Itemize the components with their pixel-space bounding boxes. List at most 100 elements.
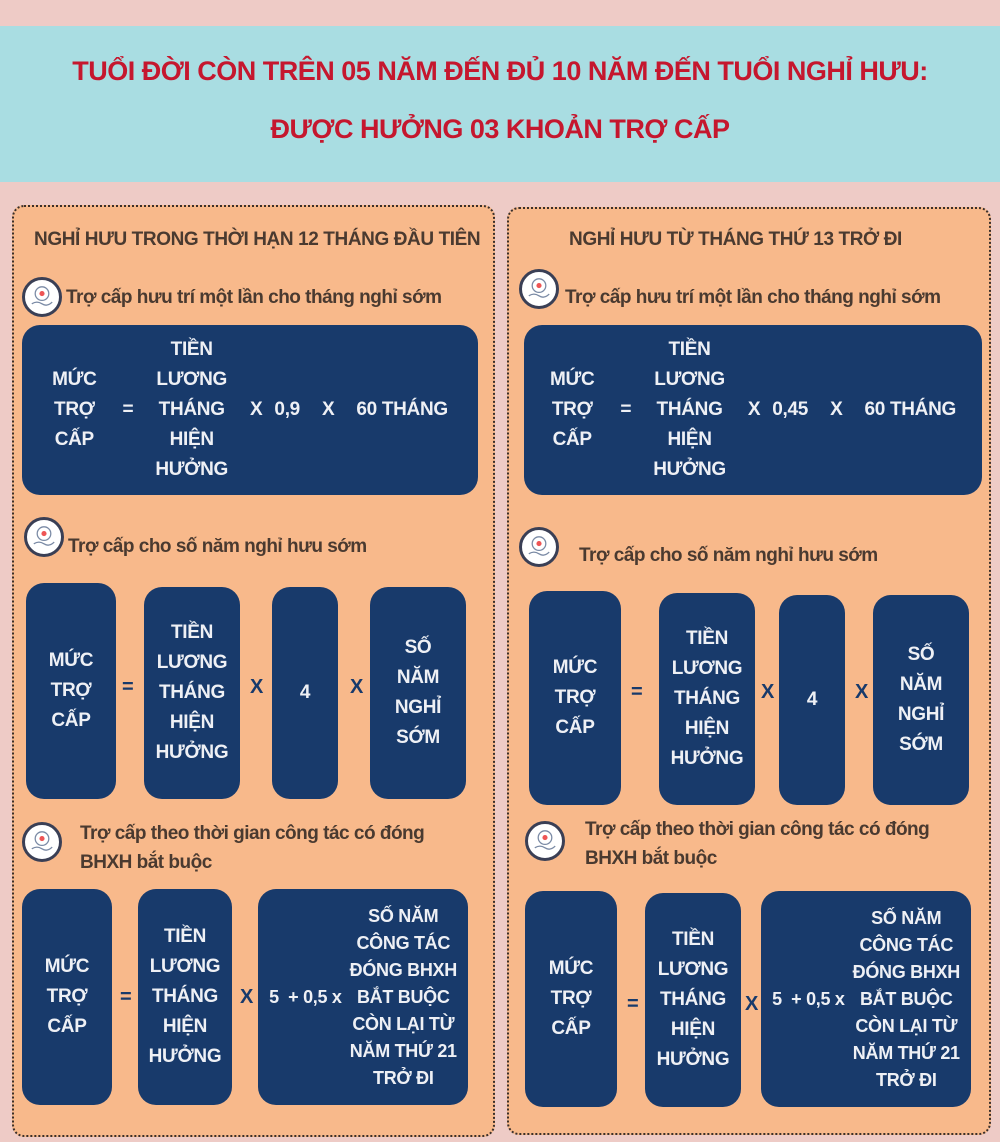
times-sign: X [321,399,335,420]
times-sign: X [855,681,869,703]
equals-sign: = [120,986,132,1008]
text: TRỢ [551,399,593,420]
text: NĂM [899,674,943,695]
panel-1: NGHỈ HƯU TRONG THỜI HẠN 12 THÁNG ĐẦU TIÊ… [12,205,495,1137]
formula-1-box: MỨC TRỢ CẤP = TIỀN LƯƠNG THÁNG HIỆN HƯỞNG X 0,… [524,325,982,495]
text: MỨC [548,958,594,979]
text: NGHỈ [897,704,945,725]
text: CẤP [555,717,595,738]
text: TRỞ ĐI [373,1067,434,1088]
times-sign: X [250,399,263,420]
panel-heading: NGHỈ HƯU TRONG THỜI HẠN 12 THÁNG ĐẦU TIÊ… [34,229,481,250]
text: HƯỞNG [653,459,726,480]
section-3-title: Trợ cấp theo thời gian công tác có đóng B… [585,815,930,873]
text: MỨC [52,369,97,390]
text: BHXH bắt buộc [585,848,717,869]
formula-3-salary-box: TIỀN LƯƠNG THÁNG HIỆN HƯỞNG [138,889,232,1105]
text: LƯƠNG [654,369,725,390]
equals-sign: = [627,993,639,1015]
text: TRỢ [46,986,88,1007]
text: THÁNG [158,399,225,420]
text: MỨC [48,650,94,671]
text: MỨC [552,657,598,678]
text: LƯƠNG [671,658,743,679]
text: LƯƠNG [156,369,227,390]
panel-heading: NGHỈ HƯU TỪ THÁNG THỨ 13 TRỞ ĐI [569,229,902,250]
section-2-title: Trợ cấp cho số năm nghỉ hưu sớm [579,545,878,566]
text: SỐ [404,637,432,658]
formula-2-years-box: SỐ NĂM NGHỈ SỚM [370,587,466,799]
text: HIỆN [684,718,730,739]
text: HIỆN [169,429,215,450]
equals-sign: = [122,676,134,698]
formula-2-salary-box: TIỀN LƯƠNG THÁNG HIỆN HƯỞNG [144,587,240,799]
text: CẤP [552,429,593,450]
text: HƯỞNG [155,742,229,763]
text: MỨC [44,956,90,977]
months: 60 THÁNG [864,399,956,420]
formula-3-years-box: 5 + 0,5 x SỐ NĂM CÔNG TÁC ĐÓNG BHXH BẮT BUỘ… [761,891,971,1107]
hand-money-cycle-icon [519,269,559,309]
text: TIỀN [170,339,213,360]
factor: 0,45 [772,399,809,420]
text: CÒN LẠI TỪ [855,1015,958,1036]
section-1-title: Trợ cấp hưu trí một lần cho tháng nghỉ s… [565,287,941,308]
text: BẮT BUỘC [859,988,953,1009]
times-sign: X [830,399,843,420]
formula-2-result-box: MỨC TRỢ CẤP [26,583,116,799]
formula-1-box: MỨC TRỢ CẤP = TIỀN LƯƠNG THÁNG HIỆN HƯỞNG X 0,… [22,325,478,495]
text: 4 [299,682,311,703]
formula-2-salary-box: TIỀN LƯƠNG THÁNG HIỆN HƯỞNG [659,593,755,805]
times-sign: X [761,681,775,703]
text: CẤP [54,429,95,450]
text: SỚM [396,727,440,748]
factor: 0,9 [274,399,300,420]
text: SỐ [907,644,935,665]
equals-sign: = [620,399,632,420]
section-1-title: Trợ cấp hưu trí một lần cho tháng nghỉ s… [66,287,442,308]
text: THÁNG [158,682,226,703]
text: TIỀN [685,628,729,649]
text: SỐ NĂM [871,907,942,928]
section-2-title: Trợ cấp cho số năm nghỉ hưu sớm [68,536,367,557]
text: CÔNG TÁC [356,932,451,953]
text: TRỢ [554,687,596,708]
text: SỐ NĂM [368,905,439,926]
text: TRỢ [54,399,95,420]
text: 5 + 0,5 x [269,986,342,1007]
text: THÁNG [656,399,723,420]
formula-2-years-box: SỐ NĂM NGHỈ SỚM [873,595,969,805]
panel-2: NGHỈ HƯU TỪ THÁNG THỨ 13 TRỞ ĐI Trợ cấp … [507,207,991,1135]
text: HIỆN [670,1019,716,1040]
text: THÁNG [673,688,741,709]
times-sign: X [745,993,759,1015]
formula-2-result-box: MỨC TRỢ CẤP [529,591,621,805]
text: HIỆN [162,1016,208,1037]
text: CẤP [551,1018,591,1039]
text: TIỀN [163,926,207,947]
title-line-2: ĐƯỢC HƯỞNG 03 KHOẢN TRỢ CẤP [270,114,730,144]
hand-money-cycle-icon [22,822,62,862]
formula-3-years-box: 5 + 0,5 x SỐ NĂM CÔNG TÁC ĐÓNG BHXH BẮT BUỘ… [258,889,468,1105]
text: LƯƠNG [156,652,228,673]
section-3-title: Trợ cấp theo thời gian công tác có đóng B… [80,819,425,877]
text: CÒN LẠI TỪ [352,1013,455,1034]
text: HƯỞNG [670,748,744,769]
hand-money-cycle-icon [24,517,64,557]
text: 4 [806,689,818,710]
text: TIỀN [170,622,214,643]
text: Trợ cấp theo thời gian công tác có đóng [80,823,425,844]
text: CÔNG TÁC [859,934,954,955]
text: ĐÓNG BHXH [349,959,458,980]
title-banner: TUỔI ĐỜI CÒN TRÊN 05 NĂM ĐẾN ĐỦ 10 NĂM Đ… [0,26,1000,182]
times-sign: X [350,676,364,698]
text: TIỀN [668,339,711,360]
hand-money-cycle-icon [519,527,559,567]
formula-3-result-box: MỨC TRỢ CẤP [22,889,112,1105]
text: 5 + 0,5 x [772,988,845,1009]
equals-sign: = [631,681,643,703]
formula-2-factor-box: 4 [779,595,845,805]
formula-2-factor-box: 4 [272,587,338,799]
equals-sign: = [122,399,134,420]
text: NĂM THỨ 21 [349,1040,457,1061]
